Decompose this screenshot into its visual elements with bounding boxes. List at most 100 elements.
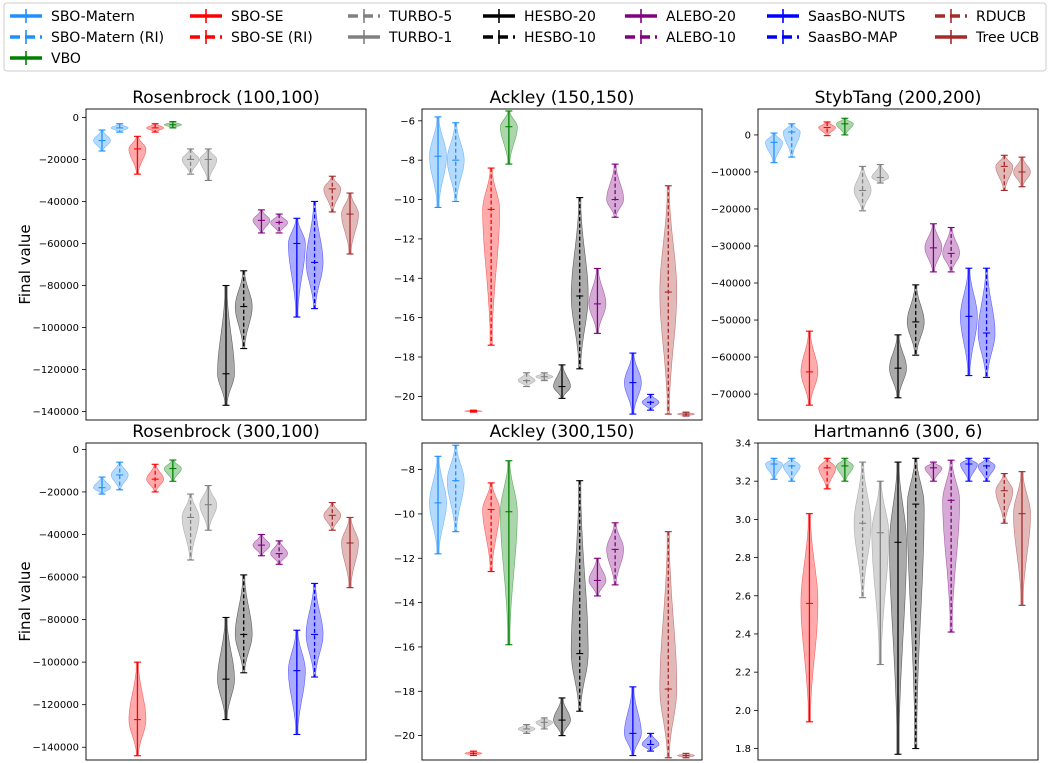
violin-sbo-matern (93, 129, 111, 152)
violin-rducb (659, 185, 678, 415)
y-tick-label: −10 (394, 195, 415, 206)
violin-rducb (323, 502, 342, 531)
violin-alebo-10 (270, 213, 288, 234)
violin-hesbo-20 (889, 461, 907, 755)
subplot-title: Rosenbrock (300,100) (132, 422, 320, 442)
y-tick-label: 2.0 (735, 706, 751, 717)
legend-item: SBO-SE (RI) (190, 30, 313, 46)
legend-item: Tree UCB (935, 30, 1039, 46)
legend-item: SaasBO-MAP (767, 30, 897, 46)
y-tick-label: 2.4 (735, 629, 751, 640)
violin-saasbo-map (641, 393, 660, 411)
legend-item: ALEBO-20 (625, 9, 736, 25)
y-tick-label: 1.8 (735, 744, 751, 755)
subplot-title: Hartmann6 (300, 6) (814, 422, 983, 442)
violin-sbo-se (464, 750, 483, 757)
y-tick-label: −100000 (32, 658, 79, 669)
violin-saasbo-map (305, 582, 324, 678)
legend-label: SaasBO-NUTS (808, 9, 905, 25)
y-tick-label: −100000 (32, 323, 79, 334)
y-tick-label: 2.8 (735, 553, 751, 564)
subplot-title: Ackley (300,150) (490, 422, 635, 442)
legend-item: HESBO-20 (483, 9, 596, 25)
violin-tree-ucb (1013, 156, 1031, 188)
legend-item: SaasBO-NUTS (767, 9, 905, 25)
y-tick-label: 0 (73, 445, 79, 456)
y-tick-label: −12 (394, 234, 415, 245)
violin-saasbo-nuts (624, 686, 642, 757)
violin-body (323, 175, 342, 213)
violin-hesbo-10 (906, 457, 925, 750)
y-tick-label: −6 (400, 116, 415, 127)
violin-saasbo-nuts (960, 457, 978, 482)
legend-label: SBO-Matern (RI) (51, 30, 164, 46)
violin-vbo (500, 110, 518, 165)
violin-saasbo-nuts (624, 352, 642, 415)
violin-sbo-matern-ri (110, 461, 129, 491)
violin-turbo-5 (853, 165, 872, 212)
violin-hesbo-10 (234, 574, 253, 674)
violin-saasbo-map (977, 457, 996, 482)
y-tick-label: −60000 (39, 573, 79, 584)
violin-sbo-se-ri (482, 167, 500, 346)
subplot-frame (757, 442, 1039, 761)
legend-label: RDUCB (976, 9, 1026, 25)
violin-alebo-20 (924, 461, 943, 482)
violin-turbo-5 (181, 493, 200, 561)
violin-sbo-se (464, 409, 483, 413)
violin-sbo-matern-ri (446, 444, 465, 533)
violin-saasbo-map (641, 732, 660, 752)
violin-saasbo-nuts (960, 267, 978, 377)
violin-hesbo-20 (889, 334, 907, 399)
y-tick-label: −10 (394, 509, 415, 520)
violin-sbo-matern-ri (782, 457, 801, 482)
violin-turbo-1 (199, 148, 218, 181)
legend-label: Tree UCB (975, 30, 1039, 46)
violin-rducb (323, 175, 342, 213)
subplot-title: Ackley (150,150) (490, 88, 635, 108)
y-tick-label: −18 (394, 353, 415, 364)
y-tick-label: 2.2 (735, 668, 751, 679)
legend: SBO-Matern SBO-SE TURBO-5 HESBO-20 ALEBO-20 S… (3, 2, 1047, 72)
violin-alebo-10 (942, 226, 960, 273)
subplot-title: StybTang (200,200) (815, 88, 982, 108)
y-tick-label: −80000 (39, 615, 79, 626)
legend-label: HESBO-20 (524, 9, 596, 25)
violin-hesbo-10 (234, 270, 253, 350)
legend-label: SaasBO-MAP (808, 30, 897, 46)
violin-tree-ucb (677, 411, 695, 417)
violin-tree-ucb (341, 192, 359, 255)
violin-sbo-matern (765, 457, 783, 480)
legend-item: RDUCB (935, 9, 1026, 25)
y-tick-label: −70000 (711, 390, 751, 401)
violin-vbo (836, 457, 854, 482)
violin-turbo-1 (871, 480, 890, 666)
subplot: Rosenbrock (100,100) Final value 0 −20000 −4… (16, 88, 367, 421)
legend-label: TURBO-1 (388, 30, 452, 46)
y-tick-label: 2.6 (735, 591, 751, 602)
legend-label: HESBO-10 (524, 30, 596, 46)
violin-sbo-matern (765, 132, 783, 164)
violin-turbo-1 (871, 163, 890, 184)
legend-item: VBO (10, 51, 81, 67)
violin-hesbo-20 (217, 284, 235, 406)
y-tick-label: −20000 (39, 155, 79, 166)
y-tick-label: −80000 (39, 281, 79, 292)
violin-sbo-matern (429, 116, 447, 208)
violin-turbo-5 (517, 372, 536, 388)
violin-sbo-se-ri (482, 482, 500, 573)
violin-rducb (659, 531, 678, 759)
violin-vbo (836, 117, 854, 136)
y-tick-label: −16 (394, 313, 415, 324)
y-tick-label: −14 (394, 274, 415, 285)
y-tick-label: −60000 (39, 239, 79, 250)
y-tick-label: −40000 (711, 279, 751, 290)
y-tick-label: −20000 (711, 204, 751, 215)
violin-saasbo-map (305, 200, 324, 310)
violin-sbo-matern-ri (110, 123, 129, 133)
subplot-frame (85, 442, 367, 761)
violin-alebo-20 (588, 557, 607, 597)
violin-tree-ucb (677, 752, 695, 759)
legend-item: TURBO-5 (348, 9, 452, 25)
